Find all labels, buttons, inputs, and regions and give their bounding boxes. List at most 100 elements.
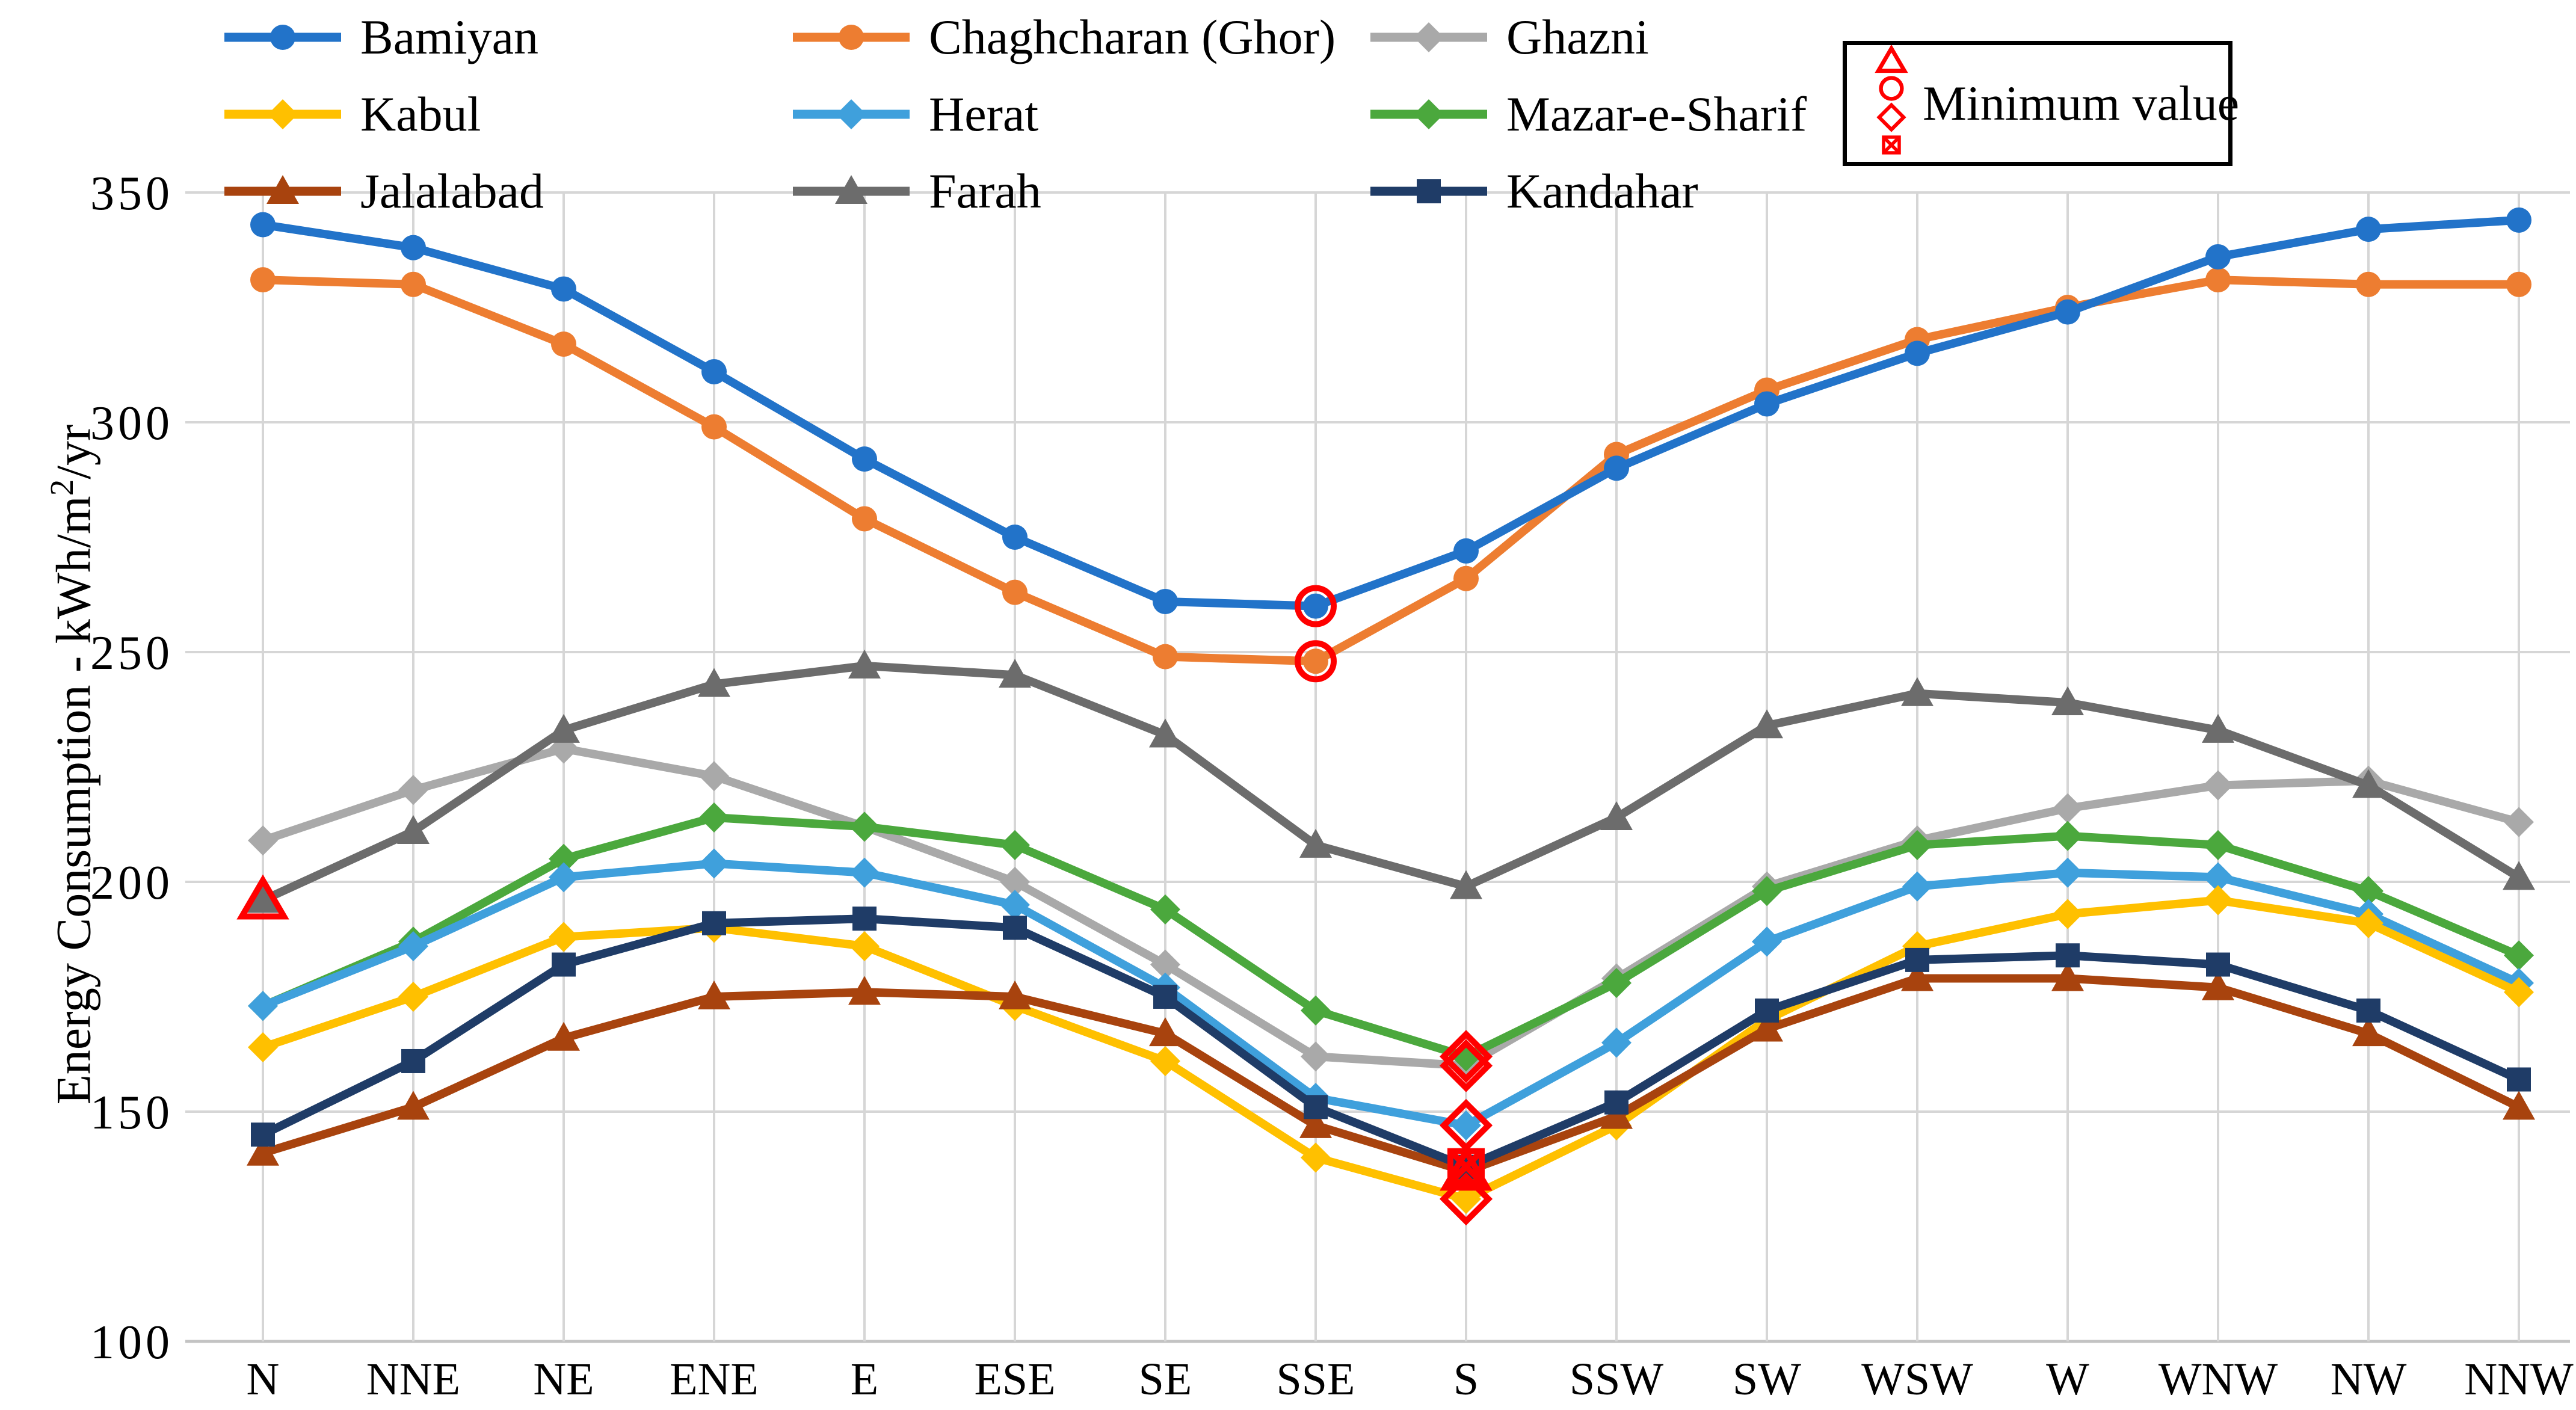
series-kandahar [251,907,2531,1179]
y-tick-label: 350 [90,167,173,220]
y-tick-label: 200 [90,857,173,910]
data-point-marker [547,713,580,743]
x-tick-label: SE [1139,1354,1192,1405]
data-point-marker [398,775,428,805]
x-tick-label: NNW [2464,1354,2574,1405]
data-point-marker [698,981,730,1009]
minimum-value-marker [1875,44,1908,73]
legend-marker-kabul [220,87,346,141]
data-point-marker [2503,861,2535,890]
data-point-marker [1153,644,1178,670]
legend-item-jalalabad: Jalalabad [220,164,544,218]
data-point-marker [1905,340,1930,366]
data-point-marker [2206,952,2230,977]
data-point-marker [1150,894,1180,925]
data-point-marker [1000,890,1030,920]
data-point-marker [1414,99,1444,129]
data-point-marker [2051,686,2084,716]
data-point-marker [1301,1041,1331,1072]
data-point-marker [2203,770,2233,801]
x-tick-label: WSW [1861,1354,1973,1405]
data-point-marker [250,267,276,293]
legend-marker-chaghcharan [788,10,914,64]
data-point-marker [552,952,576,977]
legend-item-bamiyan: Bamiyan [220,10,538,64]
series-line [259,744,2523,1070]
data-point-marker [2506,207,2531,233]
y-tick-label: 150 [90,1086,173,1139]
data-point-marker [852,506,877,532]
x-tick-label: SSE [1277,1354,1355,1405]
data-point-marker [268,99,298,129]
data-point-marker [1751,1012,1783,1042]
y-tick-label: 100 [90,1316,173,1369]
legend-label: Ghazni [1506,10,1649,64]
data-point-marker [1901,677,1934,706]
data-point-marker [247,884,279,913]
data-point-marker [1304,1095,1328,1119]
data-point-marker [1451,1184,1481,1215]
data-point-marker [551,331,576,357]
legend-item-ghazni: Ghazni [1366,10,1649,64]
data-point-marker [2053,899,2083,929]
data-point-marker [849,857,880,888]
data-point-marker [1153,588,1178,614]
data-point-marker [1003,916,1027,940]
data-point-marker [2203,830,2233,860]
data-point-marker [1149,718,1182,748]
data-point-marker [1453,565,1479,591]
legend-label: Chaghcharan (Ghor) [929,10,1336,64]
data-point-marker [1002,525,1028,550]
data-point-marker [1000,867,1030,897]
legend-label: Kabul [360,87,481,141]
data-point-marker [398,982,428,1012]
data-point-marker [2353,908,2383,938]
data-point-marker [2203,862,2233,893]
data-point-marker [1751,709,1783,739]
data-point-marker [2205,244,2231,269]
data-point-marker [1604,1090,1628,1115]
data-point-marker [2352,769,2385,798]
legend-label: Kandahar [1506,164,1698,218]
data-point-marker [1150,1045,1180,1076]
data-point-marker [849,931,880,961]
data-point-marker [1301,1142,1331,1173]
data-point-marker [1150,949,1180,980]
data-point-marker [699,761,729,792]
data-point-marker [1601,968,1632,999]
data-point-marker [849,811,880,842]
x-tick-label: N [247,1354,280,1405]
legend-label: Herat [929,87,1039,141]
y-axis-title: Energy Consumption - kWh/m2/yr [43,424,101,1105]
x-tick-label: E [851,1354,878,1405]
x-tick-label: SW [1733,1354,1801,1405]
data-point-marker [699,802,729,833]
minimum-value-marker [1439,1172,1493,1226]
data-point-marker [1301,995,1331,1026]
data-point-marker [2352,1017,2385,1047]
x-tick-label: NE [533,1354,594,1405]
data-point-marker [2356,217,2381,242]
data-point-marker [2203,885,2233,916]
data-point-marker [401,235,426,260]
data-point-marker [1303,648,1328,674]
x-tick-label: NW [2331,1354,2407,1405]
data-point-marker [247,1136,279,1166]
series-bamiyan [250,207,2531,619]
legend-item-kandahar: Kandahar [1366,164,1698,218]
x-tick-label: S [1453,1354,1479,1405]
data-point-marker [2056,943,2080,968]
minimum-value-marker [1876,102,1906,132]
minimum-value-marker [1295,640,1337,683]
data-point-marker [2205,267,2231,293]
data-point-marker [248,991,278,1021]
y-tick-label: 250 [90,627,173,680]
data-point-marker [1417,179,1441,203]
data-point-marker [251,1122,275,1147]
data-point-marker [549,922,579,952]
data-point-marker [267,175,299,204]
data-point-marker [1754,391,1779,417]
data-point-marker [2504,977,2534,1008]
data-point-marker [852,907,877,931]
